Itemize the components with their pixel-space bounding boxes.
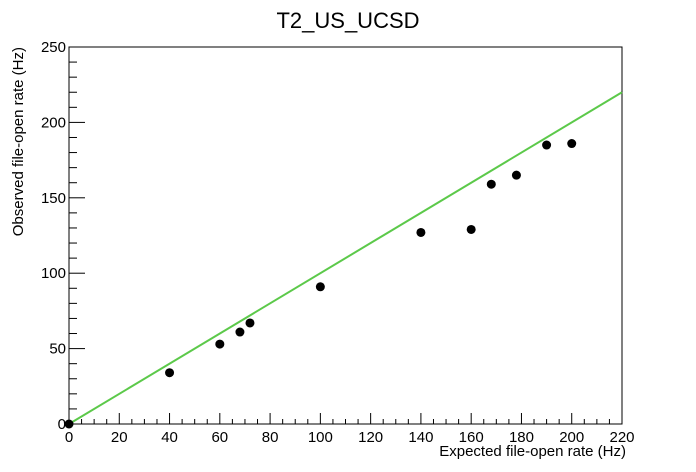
- data-point: [466, 224, 476, 234]
- chart-title: T2_US_UCSD: [276, 8, 419, 33]
- y-axis-title: Observed file-open rate (Hz): [10, 47, 27, 236]
- x-tick-label: 0: [65, 429, 73, 446]
- y-tick-label: 50: [49, 341, 66, 358]
- x-tick-label: 60: [211, 429, 228, 446]
- x-tick-label: 80: [262, 429, 279, 446]
- x-tick-label: 100: [308, 429, 333, 446]
- plot-frame: [68, 46, 623, 425]
- y-tick-label: 250: [41, 39, 66, 56]
- data-point: [511, 170, 521, 180]
- data-series: [64, 91, 623, 429]
- data-point: [315, 282, 325, 292]
- x-axis-title: Expected file-open rate (Hz): [439, 443, 626, 460]
- data-point: [486, 179, 496, 189]
- x-tick-label: 220: [609, 429, 634, 446]
- data-point: [416, 227, 426, 237]
- x-tick-label: 200: [559, 429, 584, 446]
- reference-line: [68, 91, 623, 425]
- y-tick-label: 200: [41, 114, 66, 131]
- y-axis: 0 50 100 150 200 250: [41, 39, 85, 433]
- data-point: [235, 327, 245, 337]
- data-point: [64, 419, 74, 429]
- x-tick-label: 40: [161, 429, 178, 446]
- data-point: [215, 339, 225, 349]
- x-tick-label: 180: [509, 429, 534, 446]
- data-point: [542, 140, 552, 150]
- x-tick-label: 20: [111, 429, 128, 446]
- x-tick-label: 120: [358, 429, 383, 446]
- y-tick-label: 100: [41, 265, 66, 282]
- data-point: [567, 139, 577, 149]
- y-tick-label: 150: [41, 190, 66, 207]
- x-tick-label: 160: [459, 429, 484, 446]
- y-tick-label: 0: [58, 416, 66, 433]
- x-axis: 0 20 40 60 80 100 120 140 160 180 200 220: [65, 413, 635, 446]
- data-point: [165, 368, 175, 378]
- x-tick-label: 140: [408, 429, 433, 446]
- data-point: [245, 318, 255, 328]
